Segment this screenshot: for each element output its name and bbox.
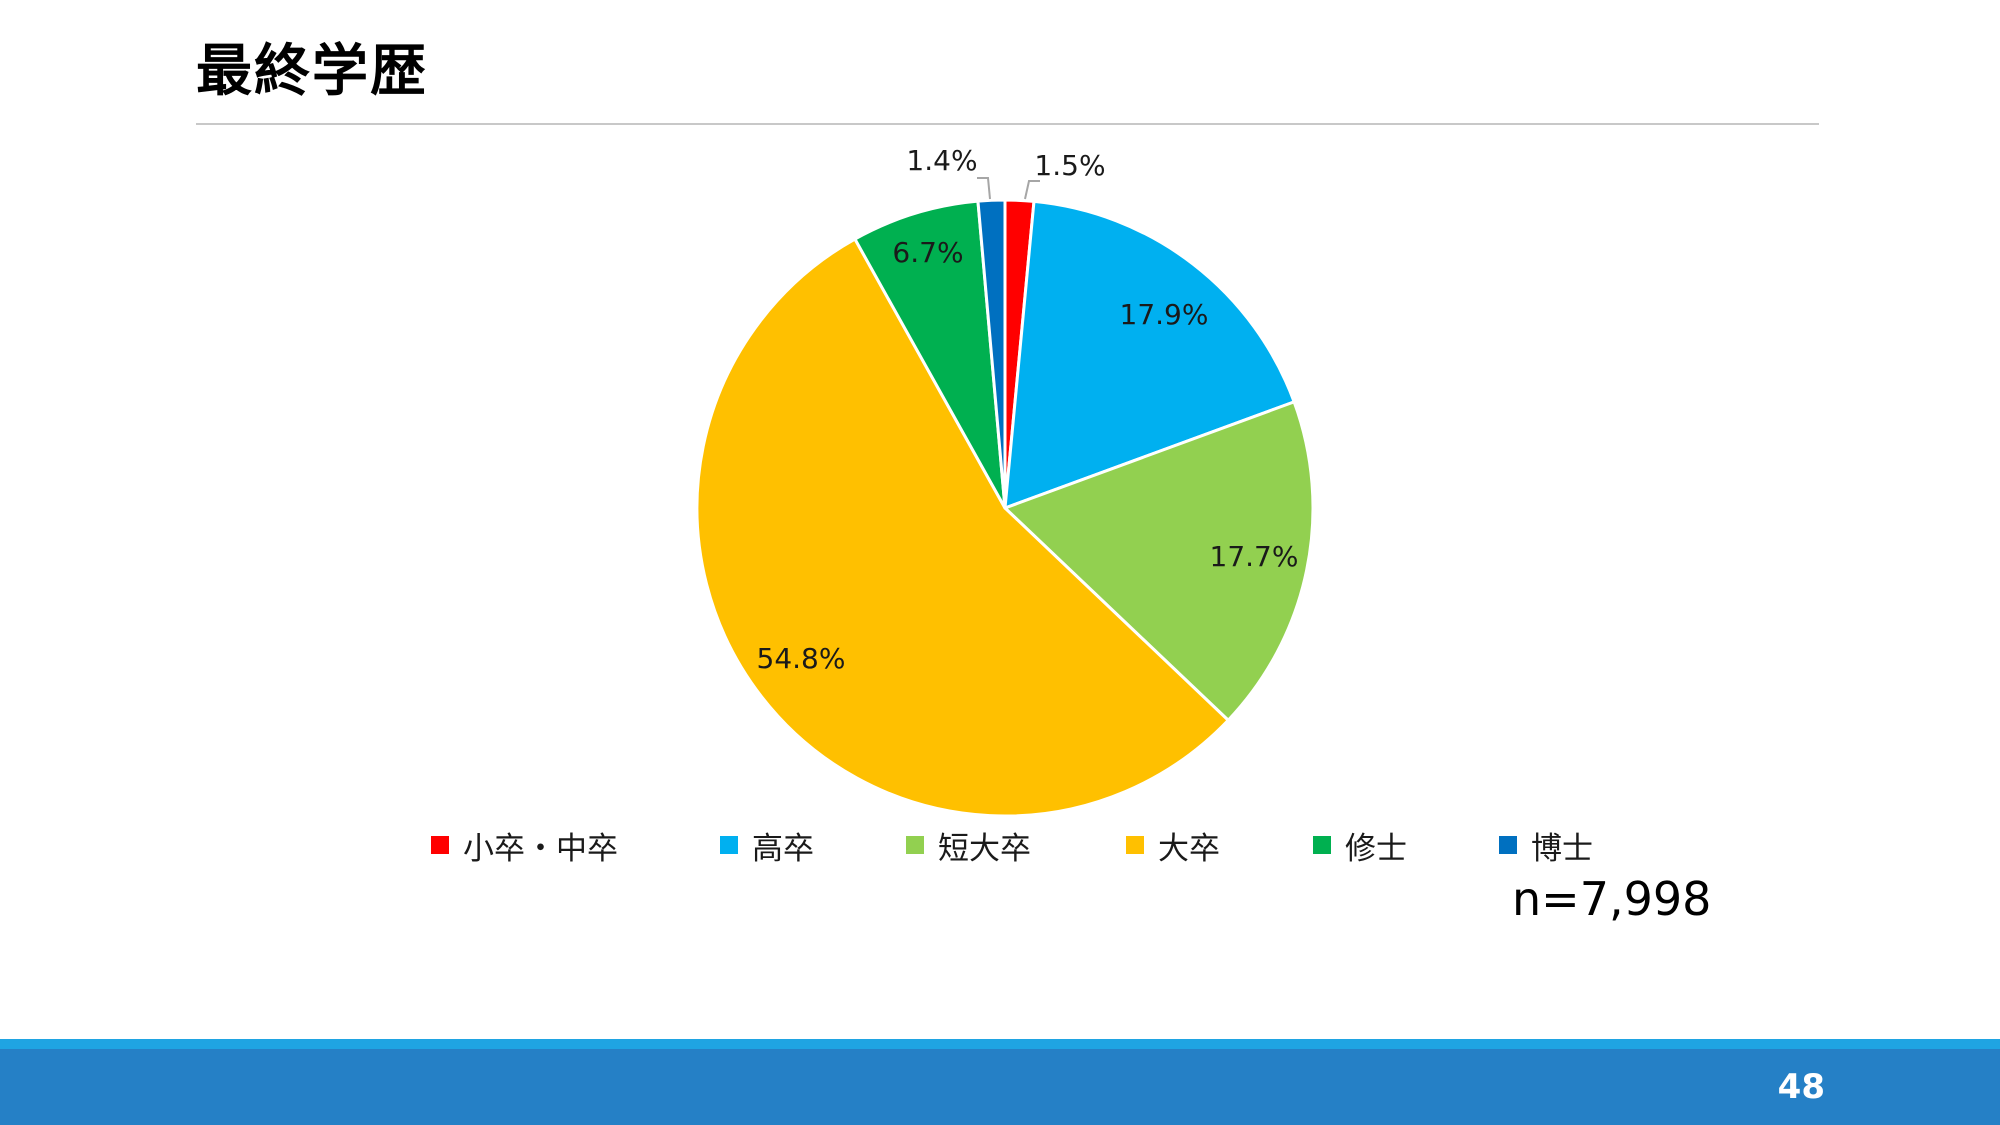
page-number: 48 (1777, 1067, 1825, 1107)
legend-swatch-doctorate (1499, 836, 1517, 854)
chart-legend: 小卒・中卒 高卒 短大卒 大卒 修士 博士 (0, 823, 2000, 867)
leader-line-elementary-middle (1024, 180, 1040, 200)
legend-item-elementary-middle: 小卒・中卒 (431, 823, 618, 867)
legend-swatch-university (1126, 836, 1144, 854)
pie-slice-university (695, 237, 1230, 818)
legend-item-junior-college: 短大卒 (906, 823, 1031, 867)
legend-swatch-junior-college (906, 836, 924, 854)
data-label-high-school: 17.9% (1120, 298, 1209, 331)
legend-swatch-high-school (720, 836, 738, 854)
legend-label-junior-college: 短大卒 (938, 830, 1031, 867)
data-label-junior-college: 17.7% (1210, 540, 1299, 573)
legend-label-doctorate: 博士 (1531, 830, 1593, 867)
legend-label-university: 大卒 (1158, 830, 1220, 867)
sample-size-label: n=7,998 (1512, 872, 1712, 926)
legend-item-high-school: 高卒 (720, 823, 814, 867)
footer-accent-band (0, 1039, 2000, 1049)
pie-slice-junior-college (1003, 400, 1315, 722)
legend-item-doctorate: 博士 (1499, 823, 1593, 867)
pie-slice-high-school (1003, 199, 1296, 510)
pie-slice-doctorate (976, 198, 1007, 510)
legend-label-masters: 修士 (1345, 830, 1407, 867)
footer-bar (0, 1049, 2000, 1125)
legend-label-high-school: 高卒 (752, 830, 814, 867)
title-divider (196, 123, 1819, 125)
pie-slice-masters (853, 199, 1007, 510)
data-label-university: 54.8% (757, 642, 846, 675)
leader-line-doctorate (977, 177, 991, 200)
legend-swatch-masters (1313, 836, 1331, 854)
legend-swatch-elementary-middle (431, 836, 449, 854)
data-label-masters: 6.7% (892, 236, 963, 269)
slide-title: 最終学歴 (196, 39, 428, 104)
data-label-doctorate: 1.4% (906, 144, 977, 177)
legend-item-university: 大卒 (1126, 823, 1220, 867)
data-label-elementary-middle: 1.5% (1034, 149, 1105, 182)
legend-item-masters: 修士 (1313, 823, 1407, 867)
legend-label-elementary-middle: 小卒・中卒 (463, 830, 618, 867)
